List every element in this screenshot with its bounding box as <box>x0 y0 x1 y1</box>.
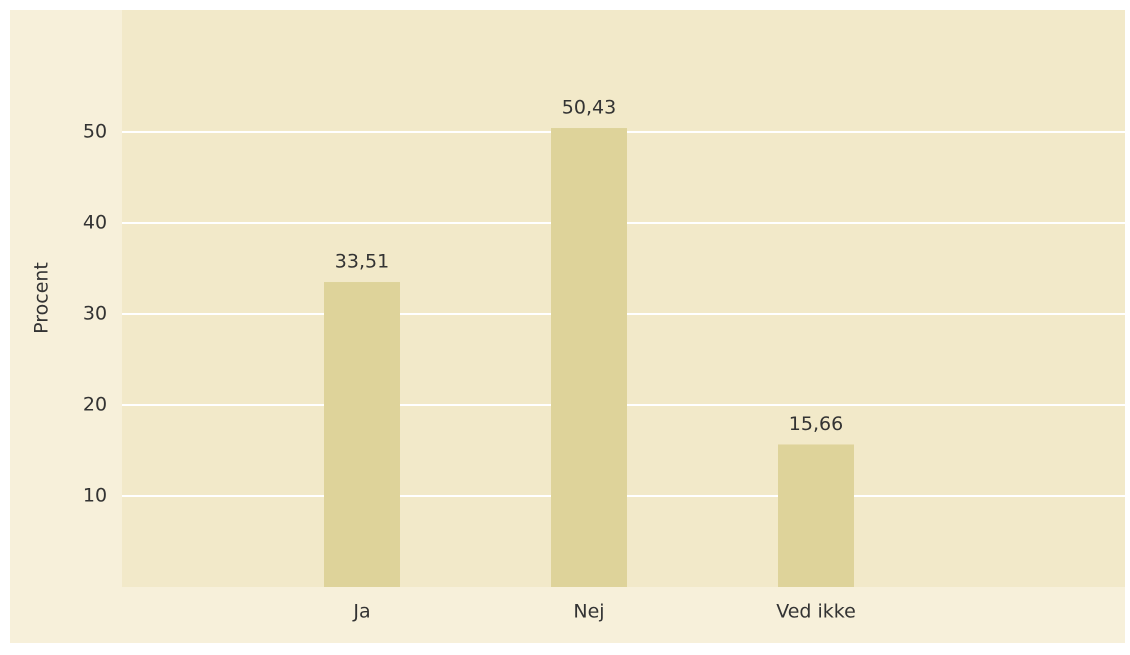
y-tick-label: 10 <box>83 484 107 506</box>
y-tick-label: 40 <box>83 211 107 233</box>
y-tick-label: 20 <box>83 393 107 415</box>
y-axis-label: Procent <box>31 262 53 334</box>
y-tick-label: 30 <box>83 302 107 324</box>
value-label: 50,43 <box>562 97 616 119</box>
value-label: 15,66 <box>789 413 843 435</box>
bar <box>551 128 627 587</box>
bar <box>778 444 854 587</box>
y-tick-label: 50 <box>83 120 107 142</box>
value-label: 33,51 <box>335 251 389 273</box>
x-tick-label: Nej <box>573 601 604 623</box>
bar <box>324 282 400 587</box>
x-tick-label: Ved ikke <box>776 601 856 623</box>
x-tick-label: Ja <box>352 601 370 623</box>
